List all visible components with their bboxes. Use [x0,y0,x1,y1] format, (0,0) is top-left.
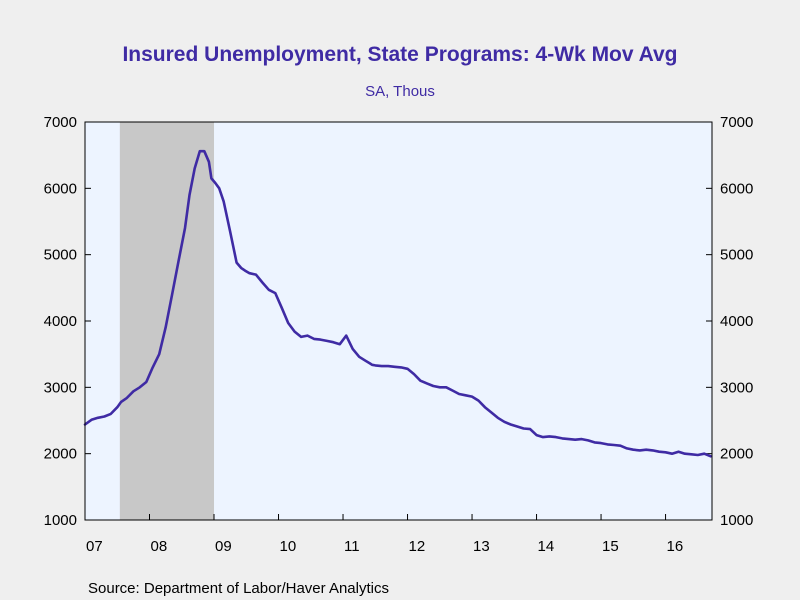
series-line [83,149,712,458]
y-tick-label-right: 4000 [720,313,753,330]
y-tick-label-left: 6000 [44,180,77,197]
x-tick-label: 13 [473,538,490,555]
y-tick-label-right: 2000 [720,446,753,463]
x-axis: 07 08 09 10 11 12 13 14 15 16 [84,514,684,555]
y-tick-label-left: 7000 [44,114,77,131]
y-tick-label-right: 6000 [720,180,753,197]
x-tick-label: 12 [409,538,426,555]
y-tick-label-left: 1000 [44,512,77,529]
y-tick-label-right: 7000 [720,114,753,131]
y-tick-label-left: 3000 [44,379,77,396]
y-tick-label-right: 1000 [720,512,753,529]
chart-subtitle: SA, Thous [365,83,435,100]
chart-title: Insured Unemployment, State Programs: 4-… [122,43,677,66]
y-tick-label-right: 5000 [720,247,753,264]
y-tick-label-right: 3000 [720,379,753,396]
x-tick-label: 09 [215,538,232,555]
plot-frame [84,121,713,521]
x-tick-label: 07 [86,538,103,555]
x-tick-label: 16 [667,538,684,555]
x-tick-label: 14 [538,538,555,555]
y-axis-right: 1000 2000 3000 4000 5000 6000 7000 [706,114,753,529]
y-tick-label-left: 5000 [44,247,77,264]
x-tick-label: 15 [602,538,619,555]
source-note: Source: Department of Labor/Haver Analyt… [88,580,389,597]
y-tick-label-left: 2000 [44,446,77,463]
y-tick-label-left: 4000 [44,313,77,330]
y-axis-left: 1000 2000 3000 4000 5000 6000 7000 [44,114,91,529]
x-tick-label: 11 [344,538,360,555]
plot-area: 1000 2000 3000 4000 5000 6000 7000 1000 2000 300… [44,114,754,555]
x-tick-label: 10 [280,538,297,555]
x-tick-label: 08 [151,538,168,555]
